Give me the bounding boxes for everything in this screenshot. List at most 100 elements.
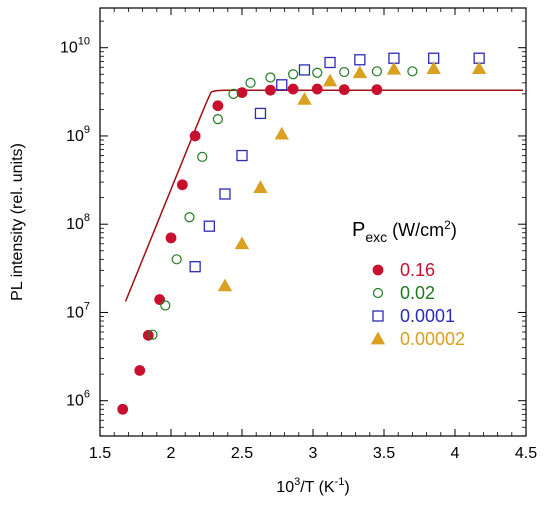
x-tick-label: 1.5 (89, 445, 111, 462)
data-point (171, 254, 182, 265)
x-axis-label: 103/T (K-1) (276, 476, 349, 496)
data-point (264, 84, 276, 96)
data-point (311, 83, 323, 95)
data-point (297, 92, 312, 105)
data-point (388, 52, 400, 64)
series-3 (217, 61, 487, 292)
data-point (236, 87, 248, 98)
legend-title-p: P (352, 219, 365, 241)
data-point (339, 66, 350, 78)
legend-entry: 0.00002 (370, 329, 465, 349)
y-tick-label: 107 (66, 300, 90, 321)
legend-title-sup: 2 (444, 218, 451, 232)
data-point (253, 180, 268, 193)
data-point (298, 64, 311, 76)
data-point (228, 88, 239, 99)
y-tick-base: 10 (66, 393, 84, 410)
data-point (234, 236, 250, 250)
legend-label: 0.02 (400, 283, 435, 303)
y-tick-label: 1010 (60, 36, 90, 57)
data-point (265, 72, 276, 83)
legend-title-close: ) (451, 220, 457, 240)
data-point (288, 69, 299, 80)
data-point (134, 365, 146, 376)
x-tick-label: 4 (451, 445, 460, 462)
data-point (189, 130, 201, 142)
series-1 (147, 66, 418, 340)
legend-title-sub: exc (365, 229, 387, 245)
data-point (203, 220, 215, 232)
data-point (147, 329, 158, 340)
x-tick-label: 3 (309, 445, 318, 462)
data-point (352, 65, 368, 79)
data-point (212, 100, 224, 112)
data-point (274, 126, 289, 140)
data-point (287, 83, 299, 95)
data-points (117, 52, 487, 415)
y-tick-base: 10 (60, 40, 78, 57)
data-point (254, 107, 267, 120)
data-point (471, 61, 487, 74)
y-tick-exponent: 6 (84, 389, 90, 401)
y-tick-exponent: 9 (84, 124, 90, 136)
data-point (165, 232, 177, 244)
legend-marker (370, 331, 386, 345)
x-tick-label: 4.5 (515, 445, 537, 462)
data-point (160, 300, 171, 311)
legend-title-units: (W/cm (387, 220, 444, 240)
y-tick-label: 109 (66, 124, 90, 145)
data-point (184, 212, 195, 223)
fit-curve (124, 89, 524, 302)
data-point (322, 73, 338, 87)
data-point (354, 54, 366, 66)
data-point (154, 294, 166, 305)
y-axis-label: PL intensity (rel. units) (9, 143, 26, 301)
y-tick-exponent: 8 (84, 212, 90, 224)
data-point (189, 261, 201, 273)
legend-entry: 0.0001 (372, 306, 455, 326)
y-tick-exponent: 7 (84, 300, 90, 312)
data-point (219, 188, 231, 200)
data-point (338, 84, 350, 96)
x-tick-label: 2 (167, 445, 176, 462)
legend-marker (372, 287, 384, 299)
data-point (197, 151, 208, 162)
y-tick-label: 108 (66, 212, 90, 233)
legend-label: 0.0001 (400, 306, 455, 326)
data-point (324, 56, 336, 69)
legend-label: 0.16 (400, 260, 435, 280)
data-point (176, 179, 188, 191)
data-point (407, 66, 418, 77)
legend-entry: 0.02 (372, 283, 435, 303)
legend-title: Pexc (W/cm2) (352, 218, 457, 245)
y-tick-base: 10 (66, 128, 84, 145)
data-point (212, 114, 223, 125)
data-point (117, 403, 129, 415)
data-point (276, 79, 288, 91)
data-point (245, 77, 256, 88)
data-point (236, 149, 248, 162)
fit-curve-line (124, 89, 524, 302)
y-tick-base: 10 (66, 304, 84, 321)
data-point (217, 278, 233, 292)
y-tick-exponent: 10 (78, 36, 90, 48)
y-tick-base: 10 (66, 216, 84, 233)
legend: Pexc (W/cm2) 0.16 0.02 0.0001 0.00002 (352, 218, 465, 349)
data-point (371, 84, 383, 96)
x-tick-label: 2.5 (231, 445, 253, 462)
legend-entry: 0.16 (372, 260, 435, 280)
data-point (371, 66, 382, 77)
x-tick-label: 3.5 (373, 445, 395, 462)
legend-label: 0.00002 (400, 329, 465, 349)
data-point (426, 61, 441, 74)
legend-marker (372, 264, 384, 276)
data-point (386, 61, 402, 75)
legend-marker (372, 310, 384, 322)
data-point (312, 67, 323, 78)
y-tick-label: 106 (66, 389, 90, 410)
axis-labels: 103/T (K-1) PL intensity (rel. units) (9, 143, 350, 496)
series-2 (189, 52, 485, 273)
series-0 (117, 83, 383, 415)
